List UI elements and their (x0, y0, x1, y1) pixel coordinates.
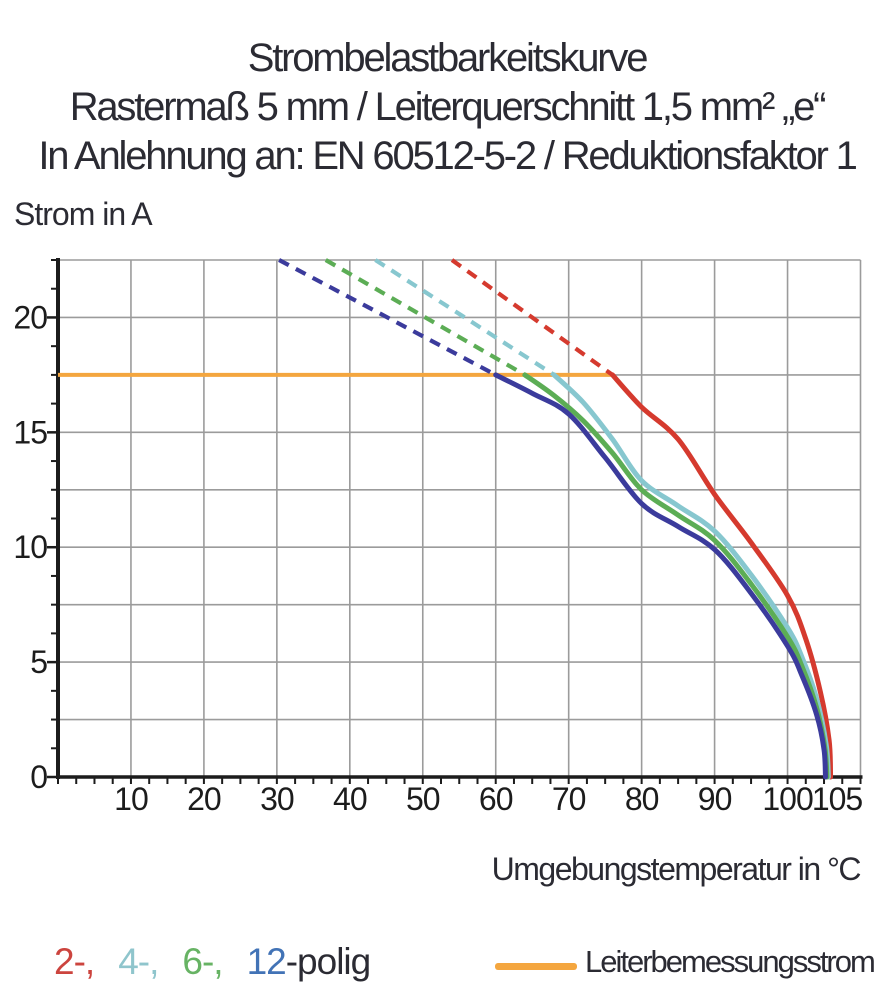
x-tick-label: 105 (812, 781, 863, 817)
x-tick-label: 50 (406, 781, 440, 817)
x-tick-label: 60 (479, 781, 513, 817)
title-line-2: Rastermaß 5 mm / Leiterquerschnitt 1,5 m… (69, 85, 827, 129)
curve-4-polig-dashed (374, 258, 556, 377)
legend-item-12-polig: 12 (246, 941, 287, 982)
y-tick-label: 5 (30, 644, 47, 680)
x-tick-label: 10 (114, 781, 148, 817)
legend-item-6-polig: 6-, (182, 941, 223, 982)
curve-6-polig-dashed (324, 258, 526, 377)
y-axis-title: Strom in A (14, 196, 153, 232)
y-tick-label: 10 (13, 529, 47, 565)
x-tick-label: 20 (187, 781, 221, 817)
legend-item-2-polig: 2-, (54, 941, 95, 982)
x-axis-title: Umgebungstemperatur in °C (491, 851, 862, 887)
x-tick-label: 40 (333, 781, 367, 817)
title-line-1: Strombelastbarkeitskurve (247, 36, 649, 80)
legend-item-4-polig: 4-, (118, 941, 159, 982)
curve-12-polig (493, 372, 828, 780)
y-tick-label: 0 (30, 759, 47, 795)
poles-legend: 2-, 4-, 6-, 12 -polig (54, 941, 372, 983)
x-tick-label: 90 (698, 781, 732, 817)
legend-suffix-polig: -polig (285, 941, 371, 982)
rated-current-legend-swatch (495, 963, 577, 970)
legend-item-12-polig: 12 -polig (246, 941, 372, 983)
rated-current-legend-label: Leiterbemessungsstrom (585, 944, 876, 979)
x-tick-label: 30 (260, 781, 294, 817)
title-line-3: In Anlehnung an: EN 60512-5-2 / Reduktio… (38, 134, 857, 178)
curve-2-polig (610, 372, 834, 780)
x-tick-label: 70 (552, 781, 586, 817)
x-tick-label: 80 (625, 781, 659, 817)
y-tick-label: 15 (13, 414, 47, 450)
x-tick-label: 100 (762, 781, 813, 817)
y-tick-label: 20 (13, 299, 47, 335)
curve-12-polig-dashed (278, 258, 497, 377)
curve-2-polig-dashed (450, 258, 614, 377)
chart-title-block: Strombelastbarkeitskurve Rastermaß 5 mm … (0, 34, 894, 181)
